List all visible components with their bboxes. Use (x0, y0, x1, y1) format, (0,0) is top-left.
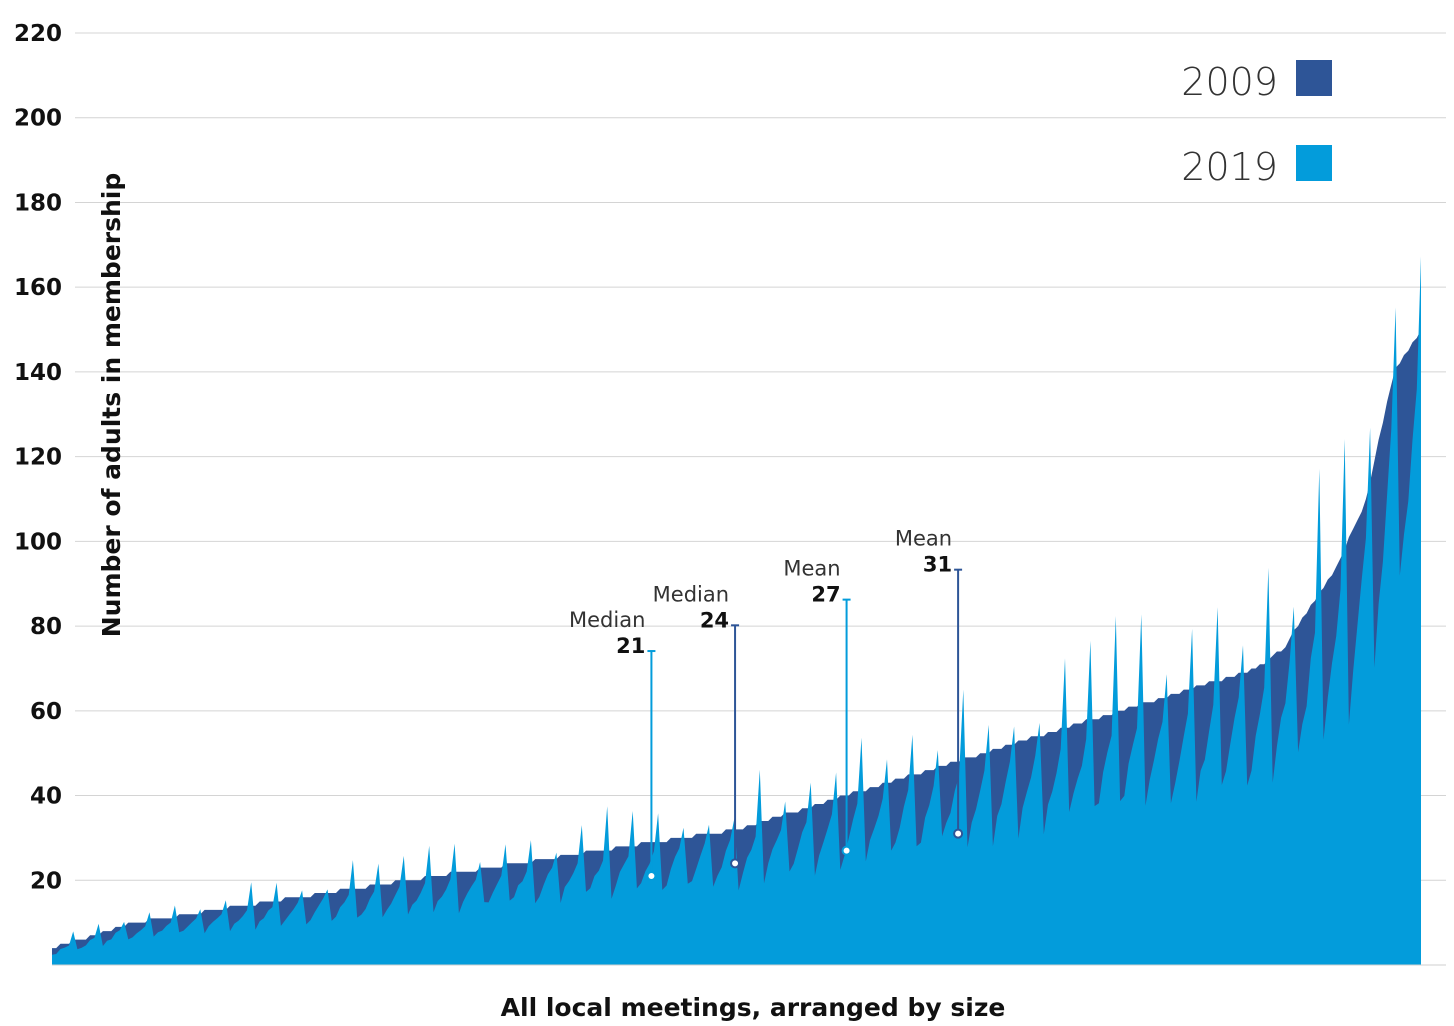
annotation-label: Median (569, 608, 645, 632)
gridlines (75, 32, 1446, 881)
series-2019-area (52, 256, 1421, 965)
legend-label: 2019 (1181, 145, 1278, 189)
y-tick-label: 100 (14, 529, 62, 555)
y-tick-label: 60 (30, 699, 62, 725)
annotation-value: 27 (811, 583, 840, 607)
y-tick-label: 200 (14, 106, 62, 132)
y-tick-label: 180 (14, 190, 62, 216)
annotation-value: 21 (616, 634, 645, 658)
annotation-label: Mean (895, 527, 952, 551)
annotation-label: Mean (783, 557, 840, 581)
annotation-marker (841, 845, 852, 856)
y-tick-label: 120 (14, 445, 62, 471)
annotation-value: 24 (700, 608, 729, 632)
y-tick-label: 220 (14, 21, 62, 47)
y-tick-label: 40 (30, 784, 62, 810)
annotation-label: Median (653, 582, 729, 606)
y-axis-ticks: 20 40 60 80 100 120 140 160 180 200 220 (14, 21, 62, 894)
legend-swatch (1296, 60, 1332, 96)
y-tick-label: 160 (14, 275, 62, 301)
y-axis-label: Number of adults in membership (97, 173, 126, 638)
annotation-marker (730, 858, 741, 869)
y-tick-label: 80 (30, 614, 62, 640)
annotation-marker (953, 828, 964, 839)
annotation-value: 31 (923, 553, 952, 577)
legend-swatch (1296, 145, 1332, 181)
legend-label: 2009 (1181, 60, 1278, 104)
y-tick-label: 140 (14, 360, 62, 386)
x-axis-label: All local meetings, arranged by size (501, 993, 1006, 1022)
area-series (52, 256, 1421, 965)
annotation-marker (646, 871, 657, 882)
y-tick-label: 20 (30, 868, 62, 894)
legend: 2009 2019 (1181, 60, 1332, 189)
